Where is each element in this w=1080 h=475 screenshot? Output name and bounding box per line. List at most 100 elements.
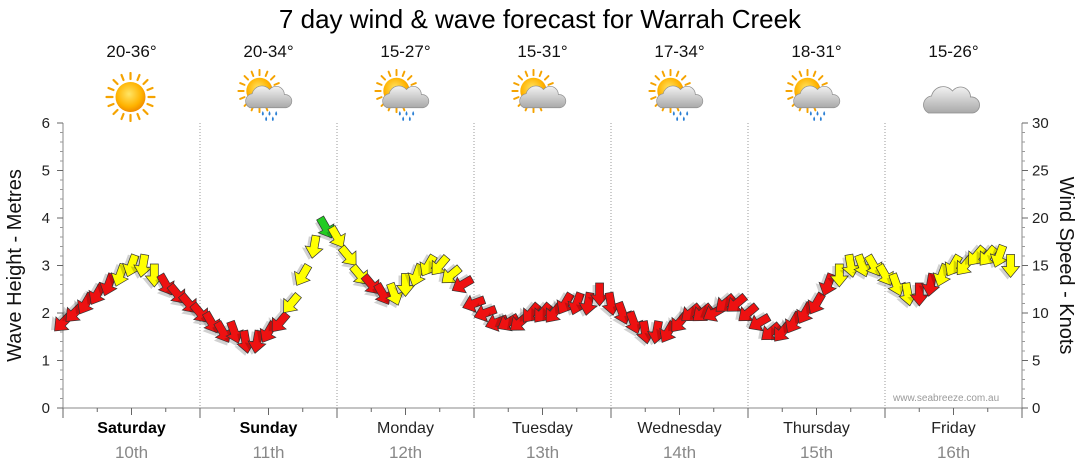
wind-arrow-shape [225, 319, 244, 344]
day-name-label: Saturday [97, 420, 166, 437]
wind-arrow [383, 281, 404, 309]
wind-arrow-shape [407, 262, 426, 287]
day-name-label: Thursday [783, 420, 850, 437]
y-tick-label-left: 1 [42, 353, 50, 370]
y-tick-label-right: 10 [1032, 305, 1049, 322]
sun-cloud-rain-icon [785, 69, 841, 121]
wind-arrow [459, 293, 487, 313]
wind-arrow [929, 262, 952, 288]
day-date-label: 12th [388, 443, 423, 462]
wind-arrow [404, 262, 426, 288]
wind-arrow [107, 262, 130, 288]
wind-arrow-shape [294, 262, 313, 286]
day-temperature: 18-31° [791, 42, 842, 61]
wind-arrow-shape [613, 300, 632, 325]
wind-arrow-shape [304, 234, 324, 259]
wind-arrow-shape [589, 282, 610, 307]
day-name-label: Wednesday [637, 420, 722, 437]
wind-arrow [986, 243, 1009, 269]
sun-cloud-rain-icon [237, 69, 293, 121]
wind-arrow [280, 292, 302, 314]
wind-arrow-shape [909, 282, 930, 307]
wind-arrow-shape [920, 272, 941, 297]
wind-arrow [188, 301, 209, 326]
watermark: www.seabreeze.com.au [893, 393, 1000, 404]
wind-arrow [874, 262, 894, 289]
wind-arrow-shape [738, 302, 760, 322]
wind-arrow [372, 281, 392, 308]
y-tick-label-left: 0 [42, 400, 50, 417]
y-tick-label-right: 25 [1032, 163, 1049, 180]
day-name-label: Sunday [239, 420, 298, 437]
wind-arrow [428, 254, 451, 276]
y-tick-label-left: 2 [42, 305, 50, 322]
y-axis-title-left: Wave Height - Metres [4, 169, 26, 362]
wind-arrow [918, 272, 941, 298]
day-date-label: 11th [252, 443, 285, 462]
wind-arrow [839, 253, 861, 280]
wind-arrow-shape [271, 311, 291, 333]
wind-arrow [290, 262, 313, 286]
day-temperature: 15-31° [517, 42, 568, 61]
wind-arrow-shape [968, 244, 987, 266]
wind-arrow [393, 273, 416, 299]
wind-arrow-shape [534, 301, 554, 323]
wind-arrow [96, 272, 118, 297]
day-name-label: Monday [377, 420, 434, 437]
wind-arrow-shape [189, 301, 209, 323]
wind-arrow-shape [385, 281, 404, 306]
y-tick-label-right: 15 [1032, 258, 1049, 275]
wind-arrow [827, 263, 850, 289]
wind-arrow-shape [887, 272, 906, 297]
wind-arrow [448, 273, 475, 294]
sun-cloud-rain-icon [374, 69, 430, 121]
wind-arrow-shape [1000, 254, 1021, 279]
wind-arrow [678, 301, 703, 322]
wind-arrow-shape [556, 291, 575, 315]
day-temperature: 17-34° [654, 42, 705, 61]
y-tick-label-left: 5 [42, 163, 50, 180]
wind-arrow [634, 320, 656, 347]
wind-arrow [326, 224, 346, 251]
wind-arrow-shape [283, 292, 302, 314]
wind-arrow-shape [337, 244, 357, 266]
wind-arrow [337, 244, 357, 269]
wind-arrow-shape [213, 319, 232, 343]
wind-arrow [907, 282, 930, 308]
wind-arrow [896, 282, 918, 309]
wind-arrow-shape [681, 302, 703, 322]
wind-arrow [531, 301, 554, 323]
sun-icon [105, 72, 156, 122]
day-date-label: 13th [525, 443, 560, 462]
day-temperature: 20-36° [106, 42, 157, 61]
wind-arrow-shape [99, 272, 118, 297]
wind-arrow [519, 301, 542, 323]
wind-arrow-shape [715, 292, 737, 312]
wind-arrow-shape [875, 262, 894, 286]
wind-arrow [886, 272, 906, 299]
wind-arrow-shape [841, 253, 861, 278]
wind-arrow [793, 300, 815, 324]
day-temperature: 20-34° [243, 42, 294, 61]
wind-arrow-shape [451, 275, 475, 294]
wind-arrow [564, 291, 586, 316]
day-name-label: Friday [931, 420, 976, 437]
wind-arrow-shape [431, 254, 451, 276]
day-date-label: 15th [799, 443, 834, 462]
wind-arrow-shape [395, 273, 416, 298]
y-tick-label-left: 6 [42, 115, 50, 132]
wind-arrow [998, 254, 1021, 280]
day-date-label: 16th [936, 443, 971, 462]
wind-arrow [301, 234, 324, 260]
wind-arrow-shape [462, 294, 487, 313]
wind-arrow [804, 291, 826, 315]
wind-arrow [723, 292, 749, 312]
day-date-label: 14th [662, 443, 697, 462]
y-axis-title-right: Wind Speed - Knots [1055, 177, 1077, 355]
cloud-shape [923, 86, 980, 114]
wind-arrow-shape [726, 292, 749, 312]
wind-arrow-shape [133, 253, 153, 278]
rain-shape [672, 111, 689, 121]
wind-arrow-shape [624, 310, 644, 335]
